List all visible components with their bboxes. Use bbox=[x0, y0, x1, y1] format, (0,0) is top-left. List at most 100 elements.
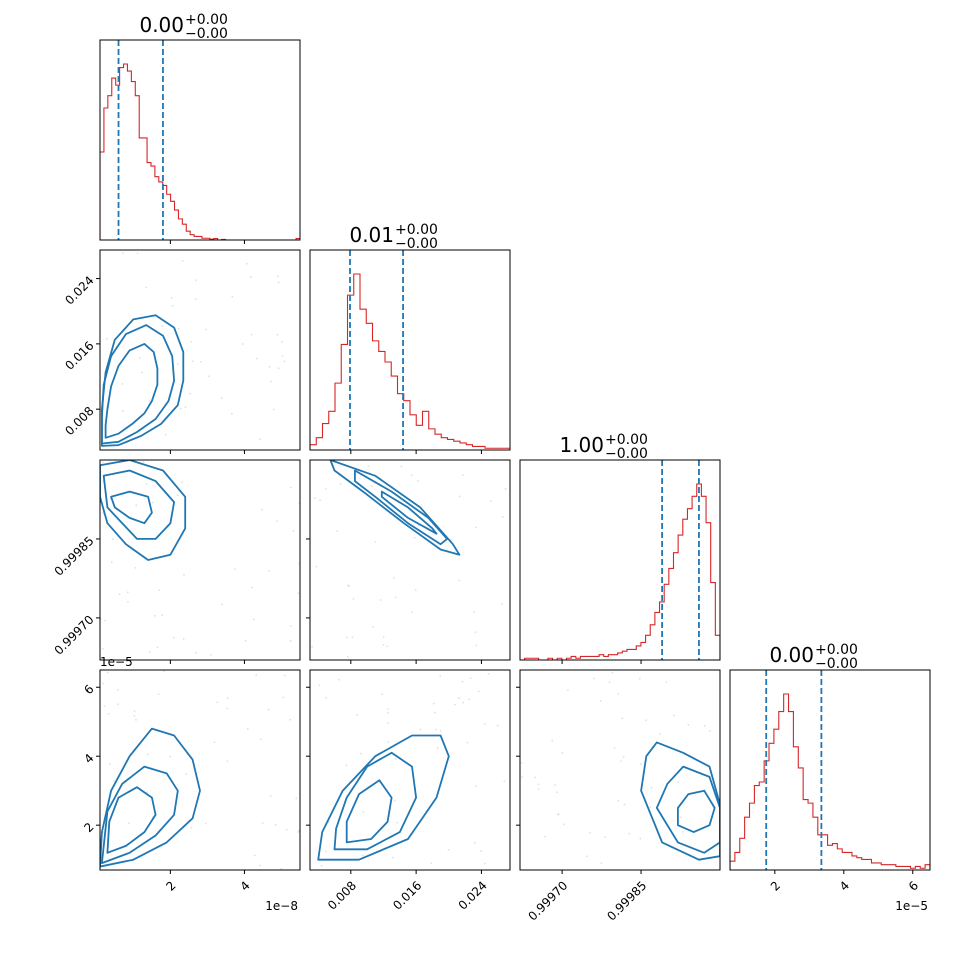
scatter-point bbox=[673, 714, 675, 717]
scatter-point bbox=[483, 862, 486, 865]
scatter-point bbox=[103, 704, 106, 707]
scatter-point bbox=[348, 585, 350, 587]
scatter-point bbox=[105, 337, 108, 340]
panel-title-plus-2: +0.00 bbox=[605, 432, 648, 448]
scatter-point bbox=[283, 360, 286, 363]
scatter-point bbox=[179, 407, 182, 410]
panel-title-value-1: 0.01 bbox=[349, 223, 394, 247]
scatter-point bbox=[181, 259, 184, 262]
scatter-point bbox=[325, 697, 328, 699]
scatter-point bbox=[345, 764, 348, 767]
scatter-point bbox=[122, 410, 124, 412]
panel-frame-2-1 bbox=[309, 459, 511, 661]
scatter-point bbox=[382, 636, 385, 638]
y-tick-label-1-1: 0.016 bbox=[62, 339, 96, 373]
scatter-point bbox=[359, 752, 362, 755]
scatter-point bbox=[145, 286, 148, 289]
scatter-point bbox=[151, 501, 154, 504]
scatter-point bbox=[183, 573, 185, 576]
scatter-point bbox=[554, 784, 557, 786]
scatter-point bbox=[680, 816, 682, 819]
panel-title-minus-1: −0.00 bbox=[395, 236, 438, 252]
scatter-point bbox=[393, 799, 396, 802]
scatter-point bbox=[490, 500, 492, 502]
scatter-point bbox=[176, 494, 179, 497]
scatter-point bbox=[324, 488, 327, 490]
histogram-2 bbox=[520, 483, 720, 660]
scatter-point bbox=[628, 832, 631, 835]
scatter-point bbox=[387, 722, 389, 724]
scatter-point bbox=[253, 854, 256, 857]
scatter-point bbox=[622, 755, 625, 758]
scatter-point bbox=[521, 776, 523, 778]
scatter-point bbox=[277, 367, 280, 370]
scatter-point bbox=[557, 813, 560, 816]
scatter-point bbox=[246, 728, 249, 730]
x-tick-label-2-0: 0.99970 bbox=[525, 878, 570, 923]
scatter-point bbox=[226, 697, 229, 700]
scatter-point bbox=[133, 715, 136, 717]
scatter-point bbox=[462, 701, 465, 704]
scatter-point bbox=[231, 295, 234, 298]
scatter-point bbox=[255, 674, 258, 677]
scatter-point bbox=[362, 811, 365, 814]
scatter-point bbox=[117, 703, 119, 705]
scatter-point bbox=[268, 365, 271, 368]
scatter-point bbox=[475, 644, 478, 647]
scatter-point bbox=[611, 671, 614, 674]
scatter-point bbox=[500, 603, 503, 605]
scatter-point bbox=[133, 710, 136, 713]
scatter-point bbox=[171, 305, 174, 307]
histogram-1 bbox=[310, 273, 510, 450]
scatter-point bbox=[164, 433, 167, 436]
panel-title-plus-0: +0.00 bbox=[185, 12, 228, 28]
scatter-point bbox=[599, 700, 602, 702]
panel-content-2-2 bbox=[520, 460, 720, 660]
panel-title-value-3: 0.00 bbox=[769, 643, 814, 667]
contour-3_1-0 bbox=[345, 779, 393, 844]
scatter-point bbox=[145, 482, 148, 485]
scatter-point bbox=[116, 688, 119, 691]
scatter-point bbox=[112, 538, 114, 541]
scatter-point bbox=[352, 597, 355, 600]
scatter-point bbox=[255, 357, 258, 360]
x-offset-label-0: 1e−8 bbox=[265, 899, 298, 913]
scatter-point bbox=[346, 655, 349, 658]
scatter-point bbox=[250, 276, 252, 278]
contour-2_0-1 bbox=[102, 469, 175, 540]
scatter-point bbox=[101, 461, 104, 464]
contour-2_1-1 bbox=[354, 469, 448, 546]
scatter-point bbox=[468, 698, 470, 701]
scatter-point bbox=[379, 599, 382, 601]
scatter-point bbox=[356, 714, 359, 716]
panel-content-2-1 bbox=[311, 460, 507, 658]
scatter-point bbox=[600, 862, 603, 865]
scatter-point bbox=[325, 850, 327, 853]
scatter-point bbox=[213, 741, 216, 744]
scatter-point bbox=[126, 591, 129, 594]
scatter-point bbox=[681, 830, 684, 833]
panel-content-3-0 bbox=[100, 670, 300, 870]
scatter-point bbox=[169, 755, 172, 758]
scatter-point bbox=[621, 717, 624, 720]
scatter-point bbox=[176, 363, 179, 365]
contour-1_0-2 bbox=[101, 314, 185, 447]
scatter-point bbox=[153, 614, 156, 617]
scatter-point bbox=[267, 708, 270, 711]
scatter-point bbox=[400, 465, 403, 468]
scatter-point bbox=[387, 708, 390, 711]
contour-3_2-2 bbox=[640, 741, 720, 861]
panel-content-3-2 bbox=[520, 671, 720, 865]
scatter-point bbox=[280, 867, 283, 870]
panel-frame-1-0 bbox=[99, 249, 301, 451]
scatter-point bbox=[501, 516, 504, 518]
scatter-point bbox=[394, 757, 397, 760]
scatter-point bbox=[156, 646, 159, 649]
scatter-point bbox=[146, 753, 149, 756]
scatter-point bbox=[136, 252, 139, 255]
panel-title-plus-3: +0.00 bbox=[815, 642, 858, 658]
scatter-point bbox=[410, 611, 413, 614]
scatter-point bbox=[108, 762, 111, 765]
scatter-point bbox=[102, 512, 104, 515]
scatter-point bbox=[469, 677, 472, 680]
